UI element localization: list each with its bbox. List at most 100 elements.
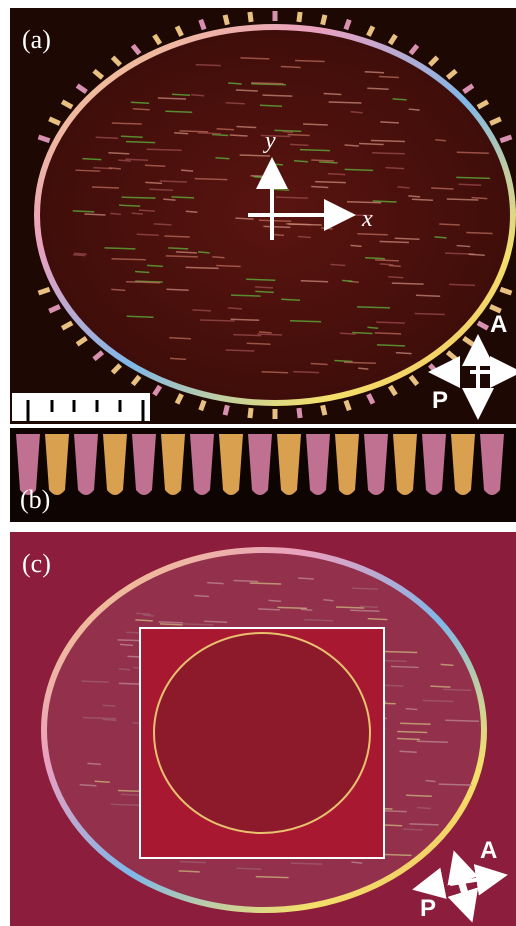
- streak: [323, 600, 333, 601]
- streak: [352, 332, 372, 333]
- streak: [103, 719, 117, 720]
- streak: [345, 169, 373, 170]
- streak: [381, 854, 411, 855]
- streak: [445, 720, 479, 721]
- streak: [198, 133, 221, 134]
- streak: [294, 161, 308, 162]
- streak: [237, 868, 262, 869]
- streak: [456, 177, 490, 178]
- streak: [409, 824, 438, 825]
- streak: [334, 360, 352, 361]
- streak: [274, 130, 301, 131]
- panel-label: (c): [22, 549, 51, 578]
- streak: [81, 681, 108, 682]
- streak: [259, 220, 291, 221]
- streak: [417, 741, 448, 742]
- streak: [200, 320, 235, 321]
- tooth: [250, 408, 251, 418]
- streak: [406, 795, 432, 796]
- streak: [87, 763, 100, 764]
- streak: [137, 234, 159, 235]
- streak: [235, 218, 253, 219]
- streak: [409, 109, 420, 110]
- streak: [226, 350, 255, 351]
- streak: [143, 615, 153, 616]
- streak: [121, 136, 143, 137]
- streak: [328, 174, 345, 175]
- streak: [217, 129, 234, 130]
- streak: [240, 58, 269, 59]
- streak: [181, 170, 193, 171]
- streak: [108, 153, 129, 154]
- streak: [400, 723, 430, 724]
- streak: [288, 134, 310, 135]
- streak: [295, 61, 325, 62]
- streak: [439, 784, 472, 785]
- streak: [212, 134, 228, 135]
- streak: [301, 609, 313, 610]
- streak: [164, 236, 189, 237]
- streak: [119, 669, 131, 670]
- streak: [82, 159, 101, 160]
- streak: [73, 211, 94, 212]
- streak: [290, 144, 309, 145]
- streak: [392, 283, 424, 284]
- streak: [136, 613, 151, 614]
- streak: [169, 338, 191, 339]
- streak: [149, 189, 173, 190]
- streak: [311, 186, 328, 187]
- streak: [423, 700, 454, 701]
- streak: [231, 319, 260, 320]
- tooth: [299, 408, 300, 418]
- streak: [385, 168, 404, 169]
- streak: [340, 333, 356, 334]
- streak: [111, 804, 140, 805]
- streak: [278, 607, 307, 608]
- streak: [342, 280, 352, 281]
- streak: [447, 199, 479, 200]
- streak: [172, 94, 190, 95]
- streak: [459, 184, 482, 185]
- streak: [73, 255, 85, 256]
- streak: [147, 265, 163, 266]
- x-label: x: [361, 206, 373, 232]
- streak: [268, 600, 281, 601]
- streak: [83, 718, 116, 719]
- streak: [344, 362, 376, 363]
- streak: [192, 310, 211, 311]
- streak: [393, 99, 407, 100]
- streak: [111, 289, 125, 290]
- streak: [283, 131, 293, 132]
- streak: [298, 578, 314, 579]
- streak: [118, 160, 131, 161]
- streak: [350, 610, 379, 611]
- streak: [330, 264, 345, 265]
- streak: [259, 332, 272, 333]
- streak: [417, 807, 431, 808]
- polarizer-label: P: [420, 895, 436, 922]
- streak: [215, 158, 229, 159]
- streak: [196, 65, 221, 66]
- streak: [226, 103, 245, 104]
- streak: [186, 267, 219, 268]
- streak: [357, 234, 387, 235]
- streak: [329, 102, 362, 103]
- streak: [125, 159, 148, 160]
- streak: [120, 644, 133, 645]
- tooth: [299, 12, 300, 22]
- streak: [281, 299, 300, 300]
- streak: [228, 83, 242, 84]
- streak: [443, 689, 471, 690]
- streak: [131, 102, 149, 103]
- streak: [375, 333, 401, 334]
- streak: [367, 88, 388, 89]
- streak: [216, 266, 240, 267]
- streak: [260, 105, 282, 106]
- tooth: [225, 405, 227, 415]
- streak: [160, 624, 183, 625]
- streak: [359, 144, 384, 145]
- streak: [230, 135, 248, 136]
- streak: [133, 109, 150, 110]
- streak: [315, 182, 346, 183]
- streak: [416, 295, 440, 296]
